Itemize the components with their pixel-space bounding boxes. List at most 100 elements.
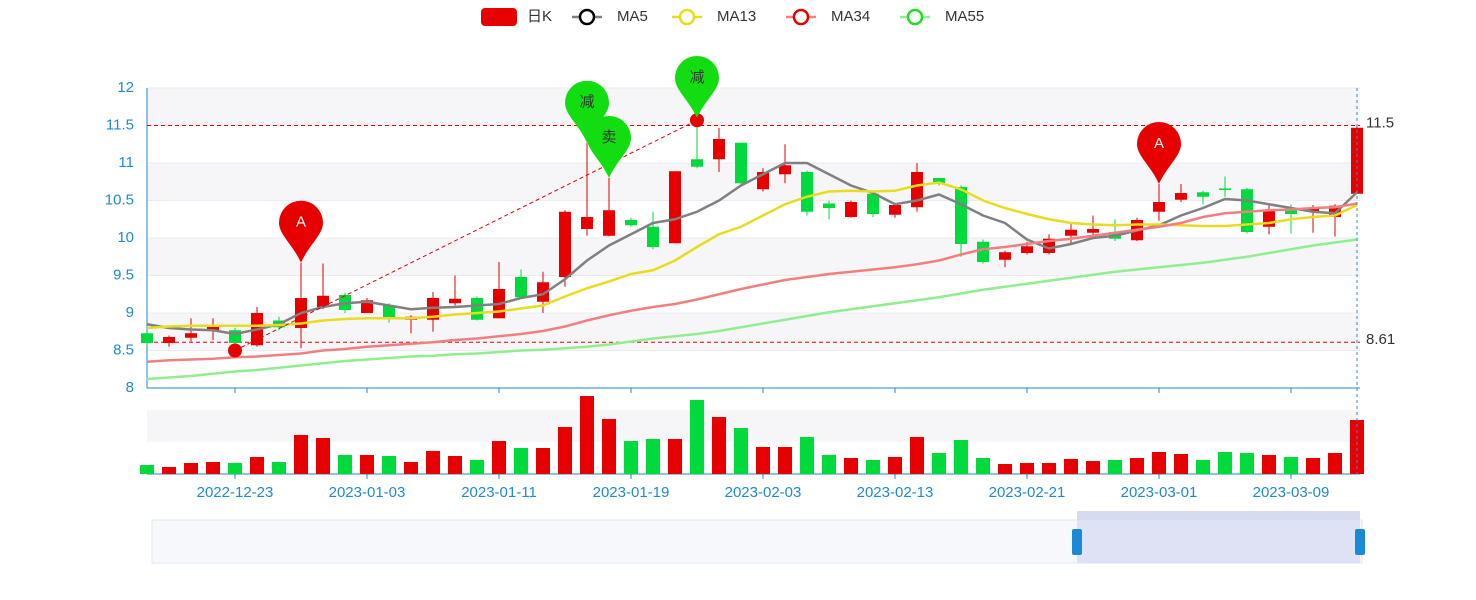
volume-bar bbox=[822, 455, 836, 474]
volume-bar bbox=[1262, 455, 1276, 474]
volume-bar bbox=[140, 465, 154, 474]
pin-label: A bbox=[296, 214, 306, 231]
pin-label: 减 bbox=[689, 69, 704, 86]
legend-icon bbox=[481, 8, 517, 26]
volume-bar bbox=[1108, 460, 1122, 474]
volume-bar bbox=[558, 427, 572, 474]
candle-body bbox=[801, 172, 813, 212]
legend-icon bbox=[678, 8, 696, 26]
candle-body bbox=[603, 210, 615, 236]
volume-bar bbox=[1152, 452, 1166, 474]
y-tick-label: 8.5 bbox=[113, 341, 134, 358]
volume-bar bbox=[712, 417, 726, 474]
volume-bar bbox=[404, 462, 418, 474]
trend-point bbox=[228, 343, 242, 358]
pin bbox=[675, 56, 719, 118]
legend-item[interactable]: MA55 bbox=[900, 8, 984, 26]
candle-body bbox=[1021, 246, 1033, 253]
volume-bar bbox=[1020, 463, 1034, 474]
candle-body bbox=[1197, 192, 1209, 197]
candle-body bbox=[1329, 205, 1341, 217]
ma-line bbox=[146, 202, 1358, 363]
trend-point bbox=[690, 113, 704, 128]
pin bbox=[565, 80, 609, 143]
y-tick-label: 11 bbox=[118, 154, 134, 171]
candle-body bbox=[867, 193, 879, 214]
legend-item[interactable]: 日K bbox=[481, 8, 552, 26]
candle-body bbox=[977, 241, 989, 262]
volume-bar bbox=[294, 435, 308, 474]
candle-body bbox=[713, 139, 725, 160]
volume-bar bbox=[206, 462, 220, 474]
volume-bar bbox=[954, 440, 968, 474]
volume-bar bbox=[184, 463, 198, 474]
legend-label: MA55 bbox=[945, 8, 984, 25]
candle-body bbox=[845, 202, 857, 217]
data-zoom-move-bar[interactable] bbox=[1077, 511, 1360, 520]
volume-bar bbox=[646, 439, 660, 474]
split-area bbox=[147, 88, 1360, 126]
candle-body bbox=[515, 277, 527, 298]
candle-body bbox=[1153, 202, 1165, 212]
volume-bar bbox=[1196, 460, 1210, 474]
y-tick-label: 8 bbox=[126, 379, 134, 396]
volume-bar bbox=[844, 458, 858, 474]
pin bbox=[587, 116, 631, 178]
data-zoom-window[interactable] bbox=[1077, 520, 1360, 563]
volume-bar bbox=[162, 467, 176, 474]
x-tick-label: 2022-12-23 bbox=[197, 484, 274, 501]
candle-body bbox=[383, 305, 395, 319]
volume-bar bbox=[492, 441, 506, 474]
legend-label: MA13 bbox=[717, 8, 756, 25]
candle-body bbox=[889, 205, 901, 215]
candle-body bbox=[999, 252, 1011, 260]
volume-bar bbox=[1306, 458, 1320, 474]
volume-bar bbox=[514, 448, 528, 474]
y-tick-label: 10.5 bbox=[105, 191, 134, 208]
candle-body bbox=[1307, 208, 1319, 212]
volume-bar bbox=[866, 460, 880, 474]
candle-body bbox=[207, 325, 219, 331]
volume-bar bbox=[1350, 420, 1364, 474]
candle-body bbox=[1065, 229, 1077, 236]
y-tick-label: 9 bbox=[126, 304, 134, 321]
volume-bar bbox=[228, 463, 242, 474]
x-tick-label: 2023-01-11 bbox=[461, 484, 537, 501]
candle-body bbox=[559, 211, 571, 277]
legend-item[interactable]: MA34 bbox=[786, 8, 870, 26]
pin-label: 减 bbox=[579, 94, 594, 111]
ma-line bbox=[146, 238, 1358, 381]
x-tick-label: 2023-01-19 bbox=[593, 484, 670, 501]
x-tick-label: 2023-03-01 bbox=[1121, 484, 1198, 501]
volume-bar bbox=[1174, 454, 1188, 474]
y-tick-label: 9.5 bbox=[113, 266, 134, 283]
volume-bar bbox=[448, 456, 462, 474]
volume-bar bbox=[778, 447, 792, 474]
mark-line-label: 8.61 bbox=[1366, 331, 1395, 348]
mark-line-label: 11.5 bbox=[1366, 114, 1394, 131]
candle-body bbox=[735, 142, 747, 184]
candle-body bbox=[141, 333, 153, 343]
volume-bar bbox=[338, 455, 352, 474]
candle-body bbox=[1219, 188, 1231, 190]
split-area bbox=[147, 238, 1360, 276]
data-zoom-handle[interactable] bbox=[1355, 529, 1365, 555]
data-zoom-handle[interactable] bbox=[1072, 529, 1082, 555]
legend-label: MA5 bbox=[617, 8, 648, 25]
legend-item[interactable]: MA13 bbox=[672, 8, 756, 26]
split-area bbox=[147, 313, 1360, 351]
legend-label: 日K bbox=[527, 8, 552, 25]
candle-body bbox=[537, 282, 549, 302]
volume-band bbox=[147, 410, 1360, 442]
candle-body bbox=[471, 298, 483, 320]
volume-bar bbox=[602, 419, 616, 474]
legend-item[interactable]: MA5 bbox=[572, 8, 648, 26]
candle-body bbox=[1175, 193, 1187, 200]
volume-bar bbox=[1240, 453, 1254, 474]
volume-bar bbox=[316, 438, 330, 474]
candle-body bbox=[185, 333, 197, 338]
y-tick-label: 12 bbox=[117, 79, 134, 96]
x-tick-label: 2023-03-09 bbox=[1253, 484, 1330, 501]
volume-bar bbox=[426, 451, 440, 474]
